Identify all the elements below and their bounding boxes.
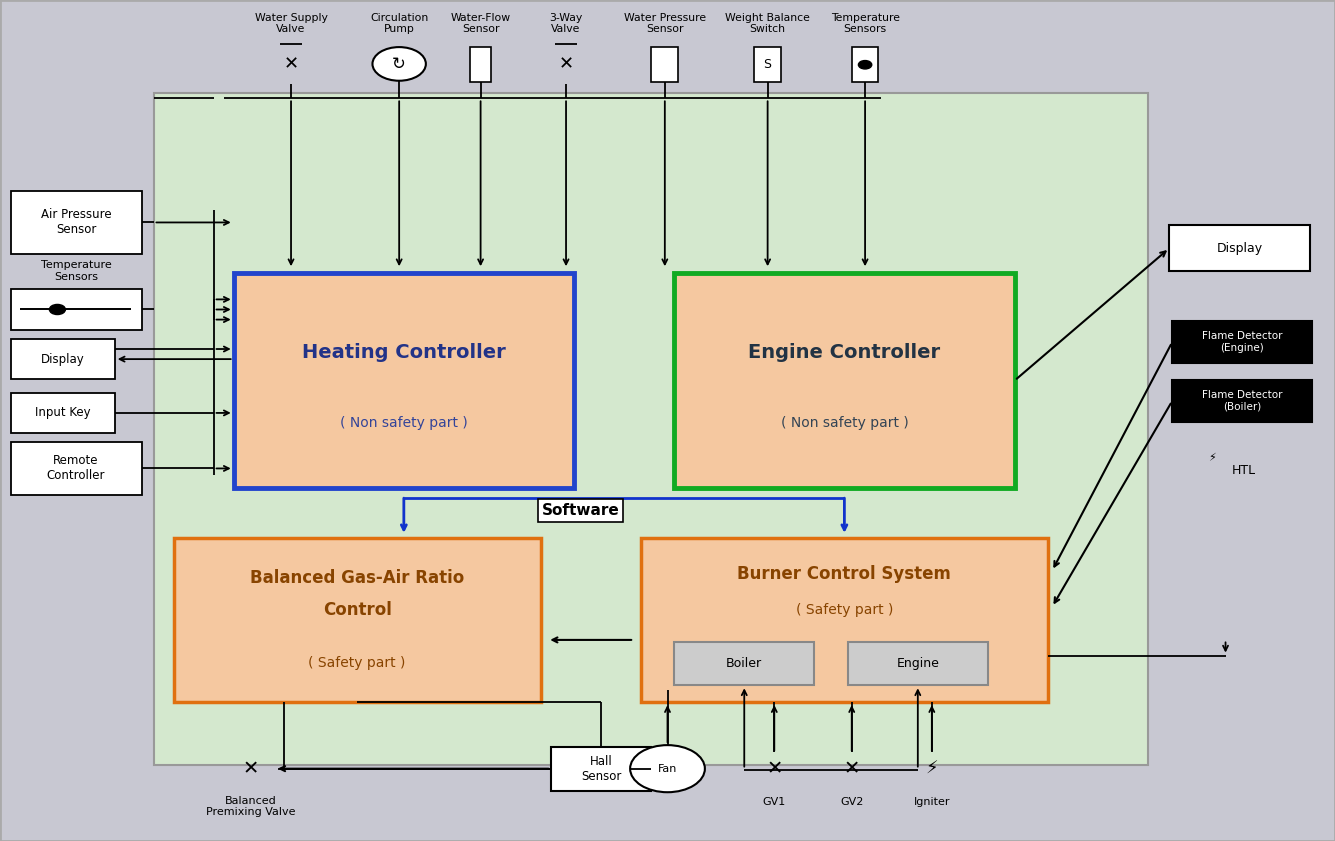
Bar bbox=[674, 273, 1015, 488]
Text: Temperature
Sensors: Temperature Sensors bbox=[41, 260, 111, 282]
Bar bbox=[174, 538, 541, 702]
Circle shape bbox=[630, 745, 705, 792]
Bar bbox=[651, 47, 678, 82]
Text: Water-Flow
Sensor: Water-Flow Sensor bbox=[450, 13, 511, 34]
Bar bbox=[154, 93, 1148, 765]
Bar bbox=[674, 642, 814, 685]
Text: Engine Controller: Engine Controller bbox=[749, 343, 940, 362]
Text: Fan: Fan bbox=[658, 764, 677, 774]
Text: Flame Detector
(Boiler): Flame Detector (Boiler) bbox=[1202, 390, 1283, 412]
Bar bbox=[11, 442, 142, 495]
Bar bbox=[11, 339, 115, 379]
Text: Remote
Controller: Remote Controller bbox=[47, 454, 105, 483]
Text: Display: Display bbox=[1216, 241, 1263, 255]
Text: ( Non safety part ): ( Non safety part ) bbox=[781, 416, 908, 431]
Bar bbox=[1172, 380, 1312, 422]
Text: Igniter: Igniter bbox=[913, 797, 951, 807]
Text: ( Safety part ): ( Safety part ) bbox=[308, 656, 406, 670]
Circle shape bbox=[372, 47, 426, 81]
Bar bbox=[11, 191, 142, 254]
Bar bbox=[1169, 225, 1310, 271]
Text: ( Safety part ): ( Safety part ) bbox=[796, 603, 893, 617]
Text: Water Supply
Valve: Water Supply Valve bbox=[255, 13, 327, 34]
Circle shape bbox=[49, 304, 65, 315]
Text: Input Key: Input Key bbox=[35, 406, 91, 420]
Text: Air Pressure
Sensor: Air Pressure Sensor bbox=[41, 209, 111, 236]
Text: Water Pressure
Sensor: Water Pressure Sensor bbox=[623, 13, 706, 34]
Text: Display: Display bbox=[41, 352, 84, 366]
Bar bbox=[234, 273, 574, 488]
Text: Control: Control bbox=[323, 601, 391, 620]
Circle shape bbox=[858, 61, 872, 69]
Text: Software: Software bbox=[542, 503, 619, 518]
Text: GV1: GV1 bbox=[762, 797, 786, 807]
Text: S: S bbox=[764, 58, 772, 71]
Text: ↻: ↻ bbox=[392, 55, 406, 73]
Text: Balanced Gas-Air Ratio: Balanced Gas-Air Ratio bbox=[250, 569, 465, 587]
Text: ✕: ✕ bbox=[243, 759, 259, 778]
Text: Temperature
Sensors: Temperature Sensors bbox=[830, 13, 900, 34]
Bar bbox=[754, 47, 781, 82]
Text: Weight Balance
Switch: Weight Balance Switch bbox=[725, 13, 810, 34]
Text: ✕: ✕ bbox=[766, 759, 782, 778]
Bar bbox=[11, 393, 115, 433]
Text: Boiler: Boiler bbox=[726, 657, 762, 670]
Text: ⚡: ⚡ bbox=[1208, 453, 1216, 463]
Bar bbox=[551, 747, 651, 791]
Text: Hall
Sensor: Hall Sensor bbox=[581, 754, 622, 783]
Text: Burner Control System: Burner Control System bbox=[737, 565, 952, 584]
Text: ( Non safety part ): ( Non safety part ) bbox=[340, 416, 467, 431]
Text: ✕: ✕ bbox=[844, 759, 860, 778]
Text: Flame Detector
(Engine): Flame Detector (Engine) bbox=[1202, 331, 1283, 353]
Text: ✕: ✕ bbox=[558, 55, 574, 73]
Text: ✕: ✕ bbox=[283, 55, 299, 73]
Text: Engine: Engine bbox=[896, 657, 940, 670]
Bar bbox=[852, 47, 878, 82]
Text: Circulation
Pump: Circulation Pump bbox=[370, 13, 429, 34]
Bar bbox=[11, 289, 142, 330]
Bar bbox=[1172, 321, 1312, 363]
Text: Heating Controller: Heating Controller bbox=[302, 343, 506, 362]
Text: ⚡: ⚡ bbox=[925, 759, 939, 778]
Bar bbox=[470, 47, 491, 82]
Text: 3-Way
Valve: 3-Way Valve bbox=[550, 13, 582, 34]
Bar bbox=[848, 642, 988, 685]
Text: HTL: HTL bbox=[1232, 464, 1256, 478]
Text: Balanced
Premixing Valve: Balanced Premixing Valve bbox=[206, 796, 296, 817]
Text: GV2: GV2 bbox=[840, 797, 864, 807]
Bar bbox=[641, 538, 1048, 702]
